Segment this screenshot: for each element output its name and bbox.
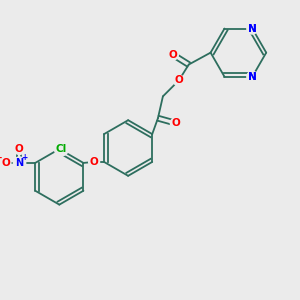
Circle shape (54, 142, 68, 156)
Circle shape (14, 143, 25, 155)
Circle shape (173, 75, 184, 86)
Text: N: N (248, 72, 257, 82)
Circle shape (247, 23, 258, 34)
Circle shape (0, 158, 11, 168)
Text: N: N (248, 24, 257, 34)
Text: O: O (15, 144, 24, 154)
Circle shape (170, 118, 181, 129)
Text: N: N (15, 158, 23, 168)
Text: O: O (171, 118, 180, 128)
Text: O: O (1, 158, 10, 168)
Text: O: O (169, 50, 177, 60)
Text: O: O (90, 157, 98, 167)
Text: +: + (22, 153, 28, 162)
Text: N: N (248, 24, 257, 34)
Text: Cl: Cl (56, 144, 67, 154)
Text: N: N (248, 72, 257, 82)
Text: -: - (0, 153, 2, 162)
Circle shape (88, 157, 100, 167)
Circle shape (247, 71, 258, 82)
Text: O: O (174, 76, 183, 85)
Circle shape (14, 157, 25, 169)
Circle shape (167, 49, 178, 60)
